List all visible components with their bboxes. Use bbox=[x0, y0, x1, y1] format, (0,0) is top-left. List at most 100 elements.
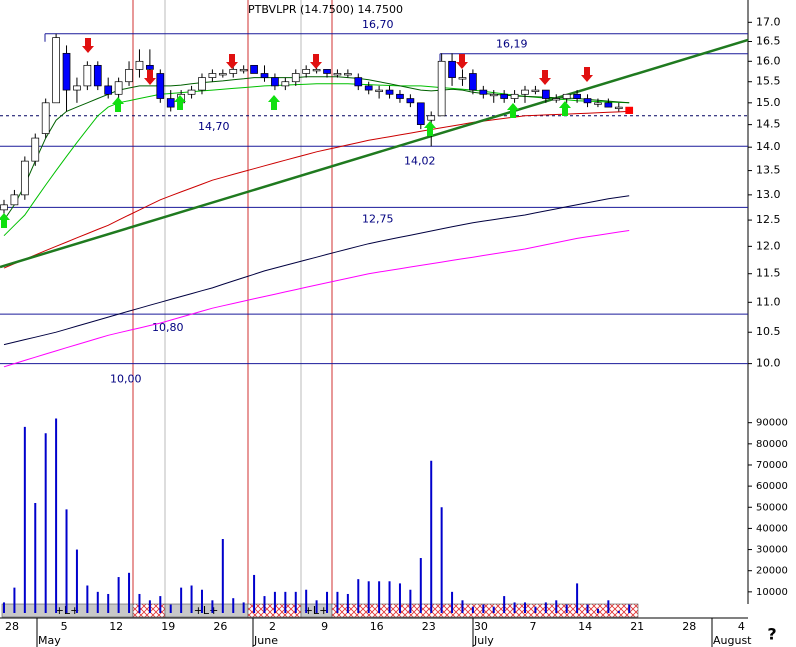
volume-tick-label: 50000 bbox=[756, 502, 788, 513]
x-tick-label: 4 bbox=[738, 620, 745, 633]
candle-body bbox=[614, 106, 623, 109]
buy-arrow bbox=[507, 103, 519, 118]
candle-body bbox=[271, 77, 279, 87]
candle-body bbox=[302, 69, 311, 74]
level-label: 12,75 bbox=[362, 212, 394, 225]
moving-average bbox=[3, 195, 630, 346]
y-tick-label: 14.0 bbox=[756, 140, 781, 153]
candle-body bbox=[20, 160, 29, 196]
x-tick-label: 30 bbox=[474, 620, 488, 633]
candle-body bbox=[146, 64, 154, 70]
candle-body bbox=[114, 81, 123, 95]
level-label: 16,19 bbox=[496, 38, 528, 51]
candle-body bbox=[406, 98, 415, 104]
band-label: +L+ bbox=[194, 604, 219, 617]
x-tick-label: 19 bbox=[161, 620, 175, 633]
y-tick-label: 17.0 bbox=[756, 15, 781, 28]
trendline bbox=[0, 38, 749, 269]
candle-body bbox=[344, 73, 352, 76]
candle-body bbox=[479, 89, 488, 95]
candle-body bbox=[594, 102, 602, 105]
candle-body bbox=[437, 60, 446, 117]
help-icon[interactable]: ? bbox=[767, 625, 776, 644]
sell-arrow bbox=[82, 38, 94, 53]
candle-body bbox=[135, 60, 144, 70]
y-tick-label: 14.5 bbox=[756, 118, 781, 131]
sell-arrow bbox=[144, 70, 156, 85]
candle-body bbox=[104, 85, 113, 95]
y-tick-label: 13.5 bbox=[756, 164, 781, 177]
candle-body bbox=[364, 85, 373, 91]
level-label: 14,70 bbox=[198, 120, 230, 133]
buy-arrow bbox=[268, 95, 280, 110]
candle-body bbox=[448, 60, 456, 78]
candle-body bbox=[83, 64, 92, 87]
x-tick-label: 12 bbox=[109, 620, 123, 633]
buy-arrow bbox=[0, 213, 10, 228]
candle-body bbox=[531, 89, 540, 92]
x-tick-label: 9 bbox=[321, 620, 328, 633]
band-segment bbox=[331, 603, 639, 618]
y-tick-label: 13.0 bbox=[756, 188, 781, 201]
candle-body bbox=[62, 52, 71, 91]
candle-body bbox=[31, 137, 40, 162]
month-label: August bbox=[713, 634, 752, 647]
sell-arrow bbox=[226, 54, 238, 69]
sell-arrow bbox=[456, 54, 468, 69]
x-tick-label: 28 bbox=[5, 620, 19, 633]
y-tick-label: 11.0 bbox=[756, 295, 781, 308]
sell-arrow bbox=[310, 54, 322, 69]
month-label: May bbox=[38, 634, 61, 647]
y-tick-label: 16.0 bbox=[756, 54, 781, 67]
volume-tick-label: 20000 bbox=[756, 566, 788, 577]
candle-body bbox=[354, 77, 363, 87]
y-tick-label: 10.5 bbox=[756, 325, 781, 338]
candle-body bbox=[552, 98, 561, 101]
buy-arrow bbox=[559, 101, 571, 116]
candle-body bbox=[562, 93, 571, 99]
candle-body bbox=[458, 77, 467, 80]
volume-tick-label: 60000 bbox=[756, 481, 788, 492]
candle-body bbox=[312, 69, 321, 72]
moving-average bbox=[3, 230, 630, 368]
x-tick-label: 21 bbox=[630, 620, 644, 633]
candle-body bbox=[250, 64, 258, 74]
volume-tick-label: 40000 bbox=[756, 523, 788, 534]
candle-body bbox=[125, 69, 133, 83]
y-tick-label: 11.5 bbox=[756, 267, 781, 280]
candle-body bbox=[166, 98, 175, 108]
moving-average bbox=[3, 110, 630, 269]
candle-body bbox=[510, 93, 519, 99]
x-tick-label: 14 bbox=[578, 620, 592, 633]
x-tick-label: 23 bbox=[422, 620, 436, 633]
month-label: July bbox=[473, 634, 494, 647]
volume-tick-label: 80000 bbox=[756, 439, 788, 450]
candle-body bbox=[604, 102, 613, 108]
candle-body bbox=[521, 89, 529, 95]
candle-body bbox=[500, 93, 509, 99]
candle-body bbox=[156, 73, 165, 99]
candle-body bbox=[218, 73, 227, 76]
candle-body bbox=[375, 89, 383, 92]
y-tick-label: 12.5 bbox=[756, 213, 781, 226]
candle-body bbox=[41, 102, 50, 134]
x-tick-label: 2 bbox=[269, 620, 276, 633]
signal-lines bbox=[132, 0, 333, 604]
chart-title: PTBVLPR (14.7500) 14.7500 bbox=[248, 3, 403, 16]
candle-body bbox=[625, 106, 634, 114]
candle-body bbox=[333, 73, 342, 76]
volume-tick-label: 90000 bbox=[756, 418, 788, 429]
y-tick-label: 15.0 bbox=[756, 96, 781, 109]
level-label: 10,80 bbox=[152, 321, 184, 334]
signal-band: +L+ +L+ +L+ bbox=[1, 603, 639, 618]
candle-body bbox=[187, 89, 196, 95]
candle-body bbox=[0, 204, 8, 211]
candle-body bbox=[396, 93, 404, 99]
x-tick-label: 16 bbox=[370, 620, 384, 633]
buy-arrow bbox=[112, 97, 124, 112]
candle-body bbox=[469, 73, 477, 91]
candle-body bbox=[198, 77, 206, 91]
candle-body bbox=[427, 115, 436, 121]
candle-body bbox=[323, 69, 331, 74]
